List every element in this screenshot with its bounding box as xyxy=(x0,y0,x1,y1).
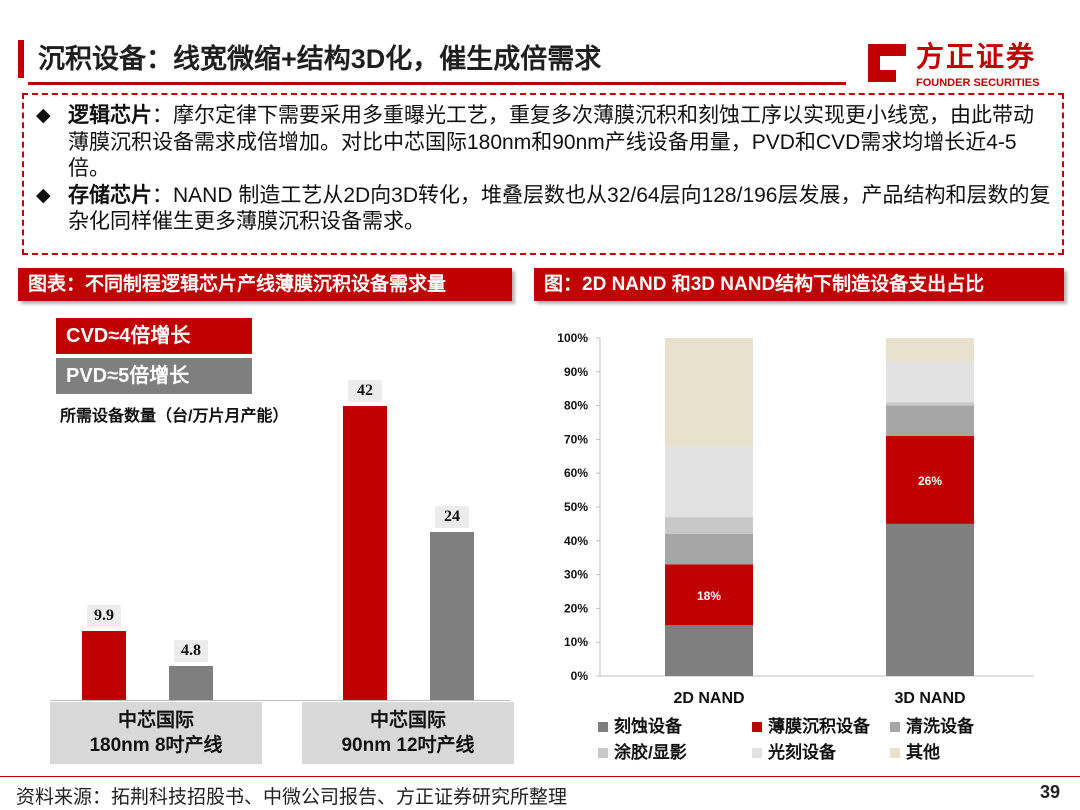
y-tick-label: 80% xyxy=(564,399,588,413)
legend-swatch xyxy=(598,748,608,758)
stack-segment-4 xyxy=(665,517,753,535)
legend-swatch xyxy=(890,722,900,732)
bar-pvd-90nm xyxy=(430,532,474,700)
legend-swatch xyxy=(890,748,900,758)
left-chart-x-axis xyxy=(50,700,510,701)
company-logo: 方正证券 FOUNDER SECURITIES xyxy=(866,40,1056,92)
category-line: 中芯国际 xyxy=(369,710,446,731)
title-accent-bar xyxy=(18,40,24,78)
y-tick-label: 0% xyxy=(571,669,589,683)
legend-label: 清洗设备 xyxy=(906,716,975,736)
logo-text-en: FOUNDER SECURITIES xyxy=(916,77,1040,89)
bar-value-label: 4.8 xyxy=(174,640,208,663)
stack-segment-3 xyxy=(886,405,974,437)
right-chart-heading: 图：2D NAND 和3D NAND结构下制造设备支出占比 xyxy=(534,268,1064,301)
y-tick-label: 90% xyxy=(564,365,588,379)
y-tick-label: 10% xyxy=(564,635,588,649)
y-tick-label: 40% xyxy=(564,534,588,548)
y-tick-label: 60% xyxy=(564,466,588,480)
y-tick-label: 20% xyxy=(564,601,588,615)
x-category-label: 3D NAND xyxy=(894,690,965,707)
page-number: 39 xyxy=(1039,782,1060,802)
footer-divider xyxy=(0,776,1080,777)
stack-segment-1 xyxy=(665,625,753,676)
segment-value-label: 26% xyxy=(918,474,942,488)
legend-label: 光刻设备 xyxy=(767,742,837,762)
stack-segment-4 xyxy=(886,402,974,406)
stack-segment-6 xyxy=(665,338,753,447)
bullet-logic-chip: ◆ 逻辑芯片：摩尔定律下需要采用多重曝光工艺，重复多次薄膜沉积和刻蚀工序以实现更… xyxy=(34,103,1054,183)
bullet-text: ：NAND 制造工艺从2D向3D转化，堆叠层数也从32/64层向128/196层… xyxy=(68,183,1051,234)
logo-text-cn: 方正证券 xyxy=(916,41,1037,72)
category-line: 中芯国际 xyxy=(117,710,194,731)
bullet-label: 逻辑芯片 xyxy=(68,104,152,127)
bullet-memory-chip: ◆ 存储芯片：NAND 制造工艺从2D向3D转化，堆叠层数也从32/64层向12… xyxy=(34,183,1054,236)
stack-segment-1 xyxy=(886,523,974,676)
left-chart-y-title: 所需设备数量（台/万片月产能） xyxy=(60,408,289,425)
stack-segment-2 xyxy=(665,564,753,626)
y-tick-label: 100% xyxy=(557,331,588,345)
stack-segment-6 xyxy=(886,338,974,362)
bar-cvd-90nm xyxy=(343,406,387,700)
diamond-bullet-icon: ◆ xyxy=(36,184,51,206)
category-line: 180nm 8吋产线 xyxy=(89,735,223,756)
y-tick-label: 30% xyxy=(564,568,588,582)
stack-segment-2 xyxy=(886,436,974,524)
y-tick-label: 50% xyxy=(564,500,588,514)
stack-segment-5 xyxy=(886,361,974,403)
stack-segment-5 xyxy=(665,446,753,518)
category-line: 90nm 12吋产线 xyxy=(341,735,475,756)
bar-pvd-180nm xyxy=(169,666,213,700)
pvd-growth-tag: PVD≈5倍增长 xyxy=(56,358,252,394)
bar-value-label: 9.9 xyxy=(87,604,121,627)
summary-box: ◆ 逻辑芯片：摩尔定律下需要采用多重曝光工艺，重复多次薄膜沉积和刻蚀工序以实现更… xyxy=(22,93,1064,255)
title-underline xyxy=(28,82,846,85)
category-label-180nm: 中芯国际 180nm 8吋产线 xyxy=(50,702,262,764)
legend-label: 涂胶/显影 xyxy=(614,742,687,762)
cvd-growth-tag: CVD≈4倍增长 xyxy=(56,318,252,354)
legend-label: 其他 xyxy=(906,742,940,762)
legend-label: 薄膜沉积设备 xyxy=(768,716,871,736)
legend-swatch xyxy=(598,722,608,732)
y-tick-label: 70% xyxy=(564,432,588,446)
bar-value-label: 24 xyxy=(435,506,469,528)
x-category-label: 2D NAND xyxy=(673,690,744,707)
diamond-bullet-icon: ◆ xyxy=(36,105,51,126)
stack-segment-3 xyxy=(665,534,753,565)
bar-value-label: 42 xyxy=(348,380,382,402)
page-title: 沉积设备：线宽微缩+结构3D化，催生成倍需求 xyxy=(38,44,602,74)
logo-mark-icon xyxy=(868,44,906,82)
bullet-text: ：摩尔定律下需要采用多重曝光工艺，重复多次薄膜沉积和刻蚀工序以实现更小线宽，由此… xyxy=(68,104,1034,180)
category-label-90nm: 中芯国际 90nm 12吋产线 xyxy=(302,702,514,764)
legend-swatch xyxy=(752,722,762,732)
right-stacked-chart: 0% 10% 20% 30% 40% 50% 60% 70% 80% 90% 100% 18% 2D N… xyxy=(557,331,1034,762)
legend-swatch xyxy=(752,748,762,758)
bar-cvd-180nm xyxy=(82,630,126,700)
source-note: 资料来源：拓荆科技招股书、中微公司报告、方正证券研究所整理 xyxy=(16,787,568,808)
segment-value-label: 18% xyxy=(697,589,721,603)
bullet-label: 存储芯片 xyxy=(68,183,152,207)
legend-label: 刻蚀设备 xyxy=(614,716,683,736)
left-chart-heading: 图表：不同制程逻辑芯片产线薄膜沉积设备需求量 xyxy=(18,268,512,301)
